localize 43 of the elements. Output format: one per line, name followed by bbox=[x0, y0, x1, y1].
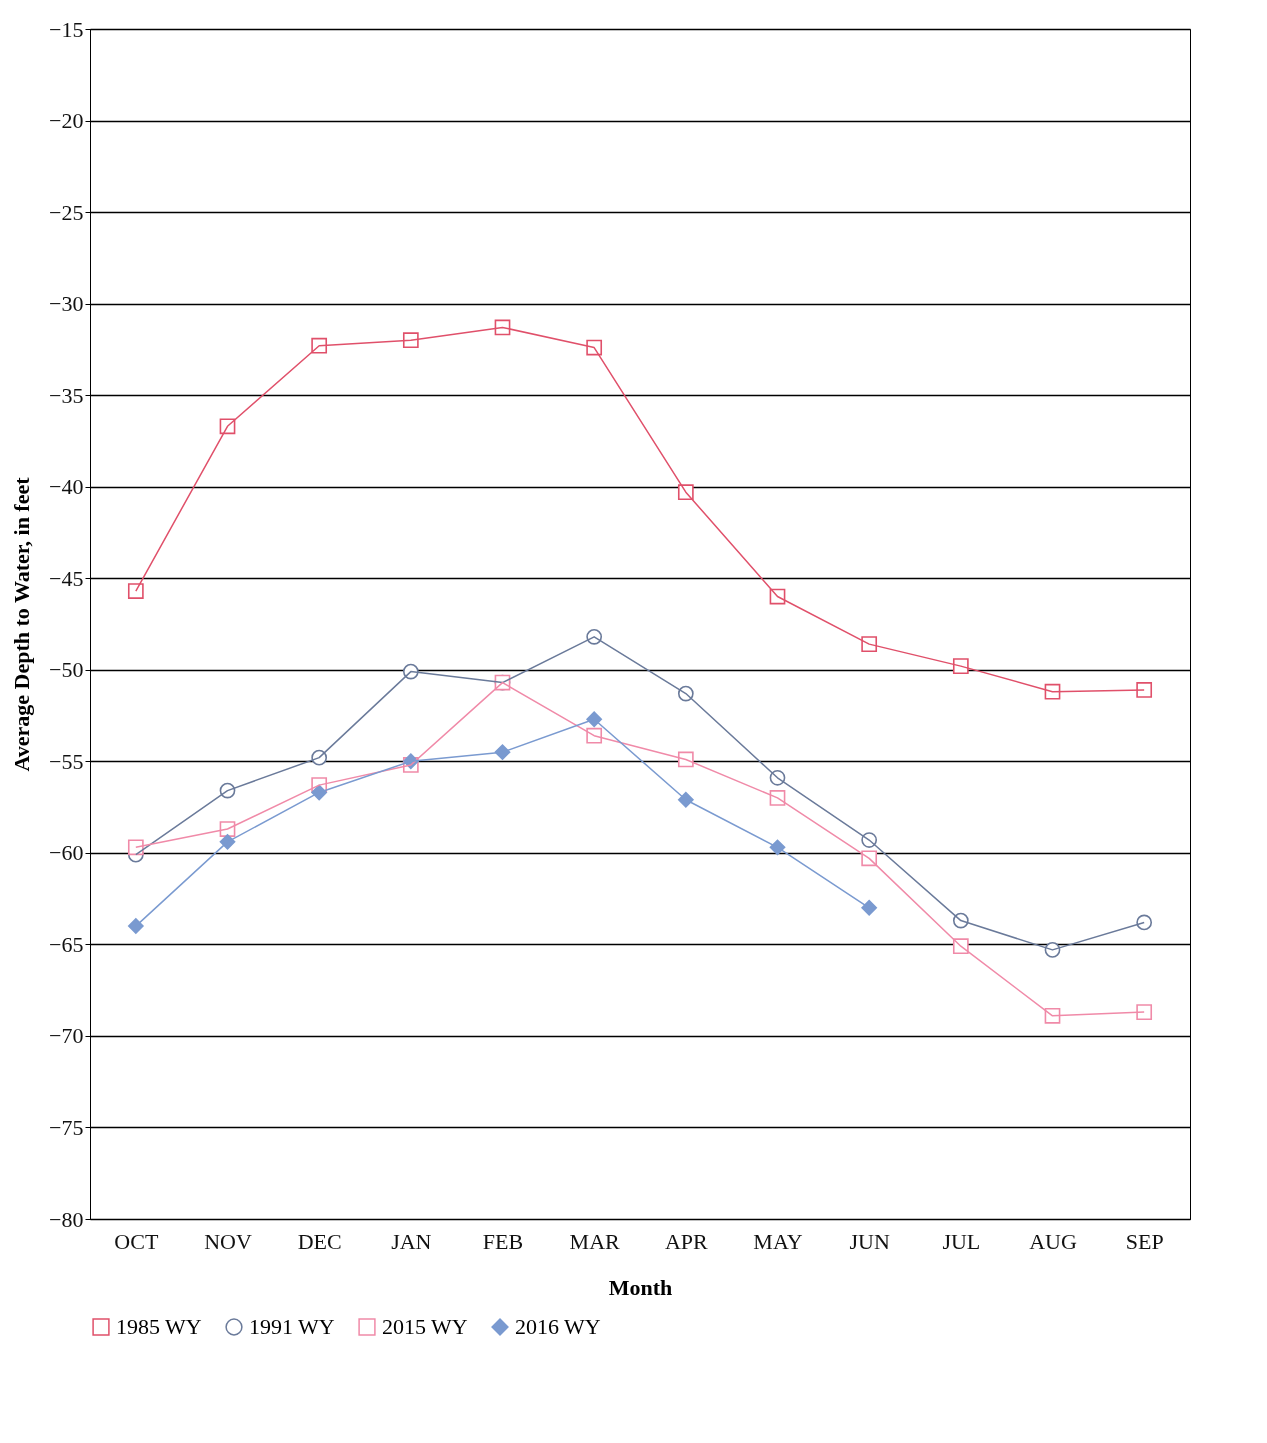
x-tick-label: FEB bbox=[482, 1228, 524, 1254]
y-tick-label: −35 bbox=[49, 382, 84, 408]
point bbox=[311, 337, 328, 354]
x-tick-label: NOV bbox=[204, 1228, 252, 1254]
legend-label: 1985 WY bbox=[116, 1314, 202, 1339]
x-axis-title: Month bbox=[608, 1274, 673, 1300]
y-tick-label: −15 bbox=[49, 16, 84, 42]
x-tick-label: AUG bbox=[1029, 1228, 1077, 1254]
point bbox=[1136, 914, 1153, 931]
x-tick-label: OCT bbox=[114, 1228, 159, 1254]
y-tick-label: −75 bbox=[49, 1114, 84, 1140]
x-tick-label: JUL bbox=[942, 1228, 981, 1254]
legend-label: 2015 WY bbox=[382, 1314, 468, 1339]
y-tick-label: −45 bbox=[49, 565, 84, 591]
point bbox=[1136, 682, 1153, 698]
x-tick-label: JUN bbox=[849, 1228, 890, 1254]
y-tick-label: −40 bbox=[49, 474, 84, 500]
legend-label: 2016 WY bbox=[515, 1314, 601, 1339]
y-tick-label: −25 bbox=[49, 199, 84, 225]
point bbox=[769, 839, 786, 856]
y-tick-label: −65 bbox=[49, 931, 84, 957]
point bbox=[402, 332, 419, 349]
x-tick-label: MAY bbox=[753, 1228, 803, 1254]
point bbox=[677, 791, 694, 808]
point bbox=[127, 583, 144, 599]
point bbox=[1136, 1004, 1153, 1020]
y-tick-label: −20 bbox=[49, 108, 84, 134]
point bbox=[861, 899, 878, 916]
y-tick-label: −70 bbox=[49, 1023, 84, 1049]
y-tick-label: −60 bbox=[49, 840, 84, 866]
y-tick-label: −50 bbox=[49, 657, 84, 683]
x-tick-label: APR bbox=[664, 1228, 709, 1254]
y-tick-label: −30 bbox=[49, 291, 84, 317]
y-axis-title: Average Depth to Water, in feet bbox=[9, 476, 35, 772]
x-tick-label: SEP bbox=[1125, 1228, 1164, 1254]
point bbox=[127, 918, 144, 934]
point bbox=[1044, 683, 1061, 700]
legend-label: 1991 WY bbox=[249, 1314, 335, 1339]
x-tick-label: DEC bbox=[297, 1228, 342, 1254]
y-tick-label: −55 bbox=[49, 748, 84, 774]
x-tick-label: JAN bbox=[391, 1228, 432, 1254]
x-tick-label: MAR bbox=[569, 1228, 621, 1254]
y-tick-label: −80 bbox=[49, 1206, 84, 1232]
